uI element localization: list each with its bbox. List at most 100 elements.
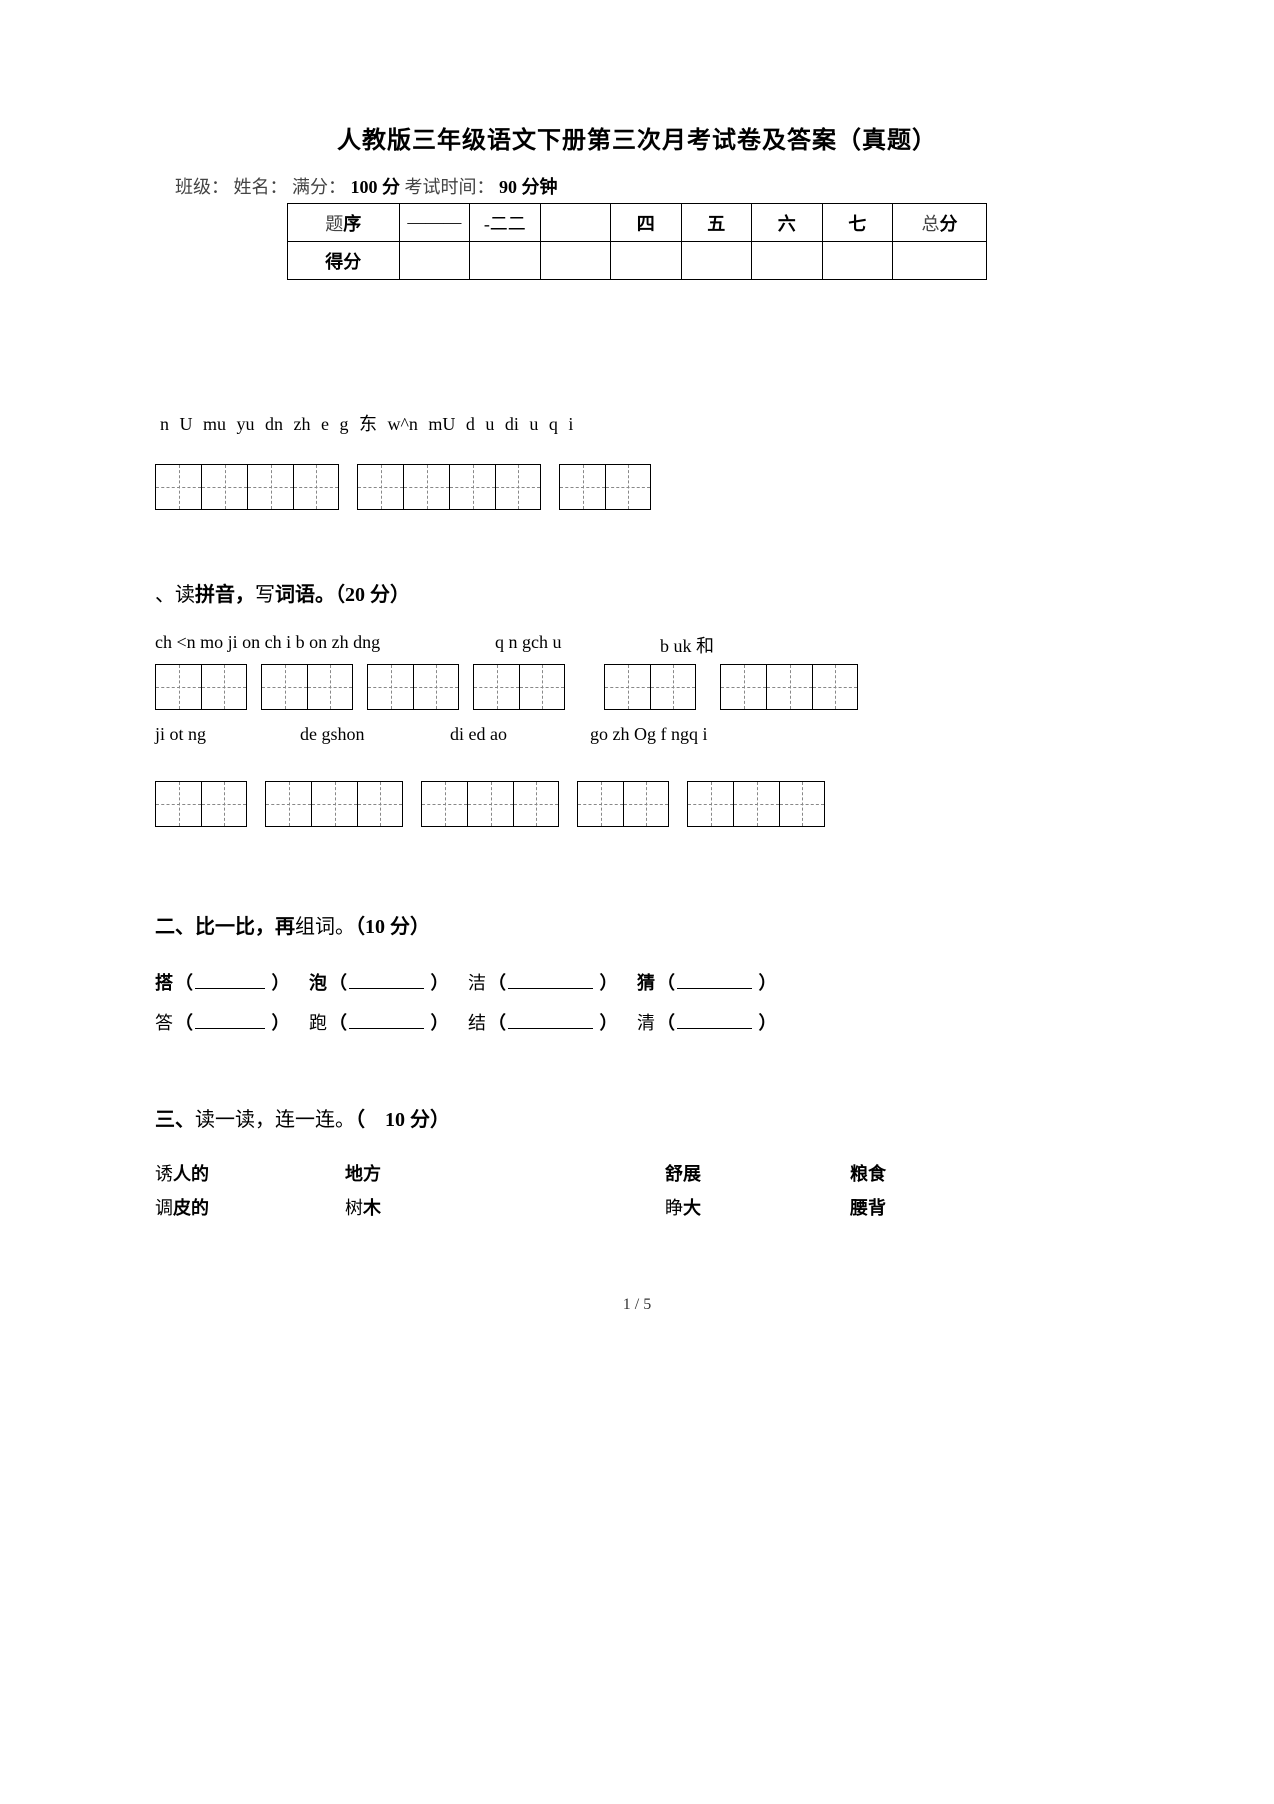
writing-cell[interactable] — [247, 464, 293, 510]
q2-char: 搭 — [155, 973, 175, 993]
writing-box-group — [357, 464, 541, 510]
writing-cell[interactable] — [519, 664, 565, 710]
q2-char: 结 — [468, 1013, 488, 1033]
writing-cell[interactable] — [201, 664, 247, 710]
writing-cell[interactable] — [650, 664, 696, 710]
writing-cell[interactable] — [605, 464, 651, 510]
writing-cell[interactable] — [812, 664, 858, 710]
writing-cell[interactable] — [449, 464, 495, 510]
writing-box-group — [559, 464, 651, 510]
exam-info: 班级： 姓名： 满分： 100 分 考试时间： 90 分钟 — [175, 173, 1119, 199]
q1-pinyin-row: ch <n mo ji on ch i b on zh dng q n gch … — [155, 632, 1119, 658]
writing-box-group — [577, 781, 669, 827]
writing-cell[interactable] — [367, 664, 413, 710]
pinyin-label: ji ot ng — [155, 724, 300, 745]
blank[interactable] — [195, 971, 265, 989]
duration: 90 分钟 — [499, 177, 558, 197]
cell — [681, 242, 751, 280]
exam-title: 人教版三年级语文下册第三次月考试卷及答案（真题） — [155, 120, 1119, 155]
table-row: 得分 — [288, 242, 987, 280]
writing-cell[interactable] — [473, 664, 519, 710]
writing-cell[interactable] — [779, 781, 825, 827]
writing-box-group — [265, 781, 403, 827]
writing-cell[interactable] — [720, 664, 766, 710]
writing-cell[interactable] — [513, 781, 559, 827]
cell: -二二 — [470, 204, 540, 242]
writing-cell[interactable] — [413, 664, 459, 710]
writing-box-row — [155, 664, 1119, 710]
q2-char: 清 — [637, 1013, 657, 1033]
blank[interactable] — [195, 1011, 265, 1029]
cell — [611, 242, 681, 280]
full-marks: 100 分 — [351, 177, 401, 197]
writing-cell[interactable] — [766, 664, 812, 710]
writing-cell[interactable] — [623, 781, 669, 827]
blank[interactable] — [508, 971, 593, 989]
writing-cell[interactable] — [265, 781, 311, 827]
writing-box-group — [421, 781, 559, 827]
blank[interactable] — [508, 1011, 593, 1029]
writing-cell[interactable] — [293, 464, 339, 510]
writing-cell[interactable] — [495, 464, 541, 510]
writing-cell[interactable] — [733, 781, 779, 827]
blank[interactable] — [677, 1011, 752, 1029]
q1-pinyin-row: ji ot ng de gshon di ed ao go zh Og f ng… — [155, 724, 1119, 745]
writing-cell[interactable] — [307, 664, 353, 710]
pinyin-label: di ed ao — [450, 724, 590, 745]
q2-heading: 二、比一比，再组词。（10 分） — [155, 910, 1119, 939]
writing-cell[interactable] — [201, 464, 247, 510]
q3-row: 调皮的 树木 睁大 腰背 — [155, 1191, 1119, 1225]
writing-box-row — [155, 464, 1119, 510]
writing-cell[interactable] — [155, 464, 201, 510]
writing-cell[interactable] — [201, 781, 247, 827]
writing-box-group — [367, 664, 459, 710]
cell: ——— — [399, 204, 469, 242]
cell — [470, 242, 540, 280]
writing-box-group — [155, 464, 339, 510]
writing-cell[interactable] — [687, 781, 733, 827]
cell — [399, 242, 469, 280]
page-number: 1 / 5 — [155, 1296, 1119, 1314]
q2-row: 答（ ） 跑（ ） 结（ ） 清（ ） — [155, 1004, 1119, 1044]
cell: 七 — [822, 204, 892, 242]
writing-cell[interactable] — [155, 781, 201, 827]
writing-cell[interactable] — [357, 464, 403, 510]
q2-char: 猜 — [637, 973, 657, 993]
q2-char: 答 — [155, 1013, 175, 1033]
q2-char: 泡 — [309, 973, 329, 993]
cell — [822, 242, 892, 280]
writing-cell[interactable] — [155, 664, 201, 710]
blank[interactable] — [349, 971, 424, 989]
cell-label: 得分 — [288, 242, 400, 280]
pinyin-label: de gshon — [300, 724, 450, 745]
writing-cell[interactable] — [357, 781, 403, 827]
blank[interactable] — [349, 1011, 424, 1029]
pinyin-label: b uk 和 — [660, 632, 714, 658]
score-table: 题序 ——— -二二 四 五 六 七 总分 得分 — [287, 203, 987, 280]
writing-box-group — [261, 664, 353, 710]
pinyin-label: go zh Og f ngq i — [590, 724, 707, 745]
writing-cell[interactable] — [604, 664, 650, 710]
cell — [540, 242, 610, 280]
cell: 总分 — [892, 204, 986, 242]
cell: 四 — [611, 204, 681, 242]
cell — [540, 204, 610, 242]
q2-char: 洁 — [468, 973, 488, 993]
writing-cell[interactable] — [403, 464, 449, 510]
writing-box-group — [687, 781, 825, 827]
table-row: 题序 ——— -二二 四 五 六 七 总分 — [288, 204, 987, 242]
writing-box-group — [720, 664, 858, 710]
writing-cell[interactable] — [261, 664, 307, 710]
writing-box-group — [155, 664, 247, 710]
writing-cell[interactable] — [311, 781, 357, 827]
writing-cell[interactable] — [577, 781, 623, 827]
q3-heading: 三、读一读，连一连。（ 10 分） — [155, 1103, 1119, 1132]
writing-cell[interactable] — [467, 781, 513, 827]
q2-row: 搭（ ） 泡（ ） 洁（ ） 猜（ ） — [155, 964, 1119, 1004]
writing-cell[interactable] — [421, 781, 467, 827]
writing-box-group — [473, 664, 565, 710]
q2-char: 跑 — [309, 1013, 329, 1033]
blank[interactable] — [677, 971, 752, 989]
writing-cell[interactable] — [559, 464, 605, 510]
cell: 六 — [752, 204, 822, 242]
